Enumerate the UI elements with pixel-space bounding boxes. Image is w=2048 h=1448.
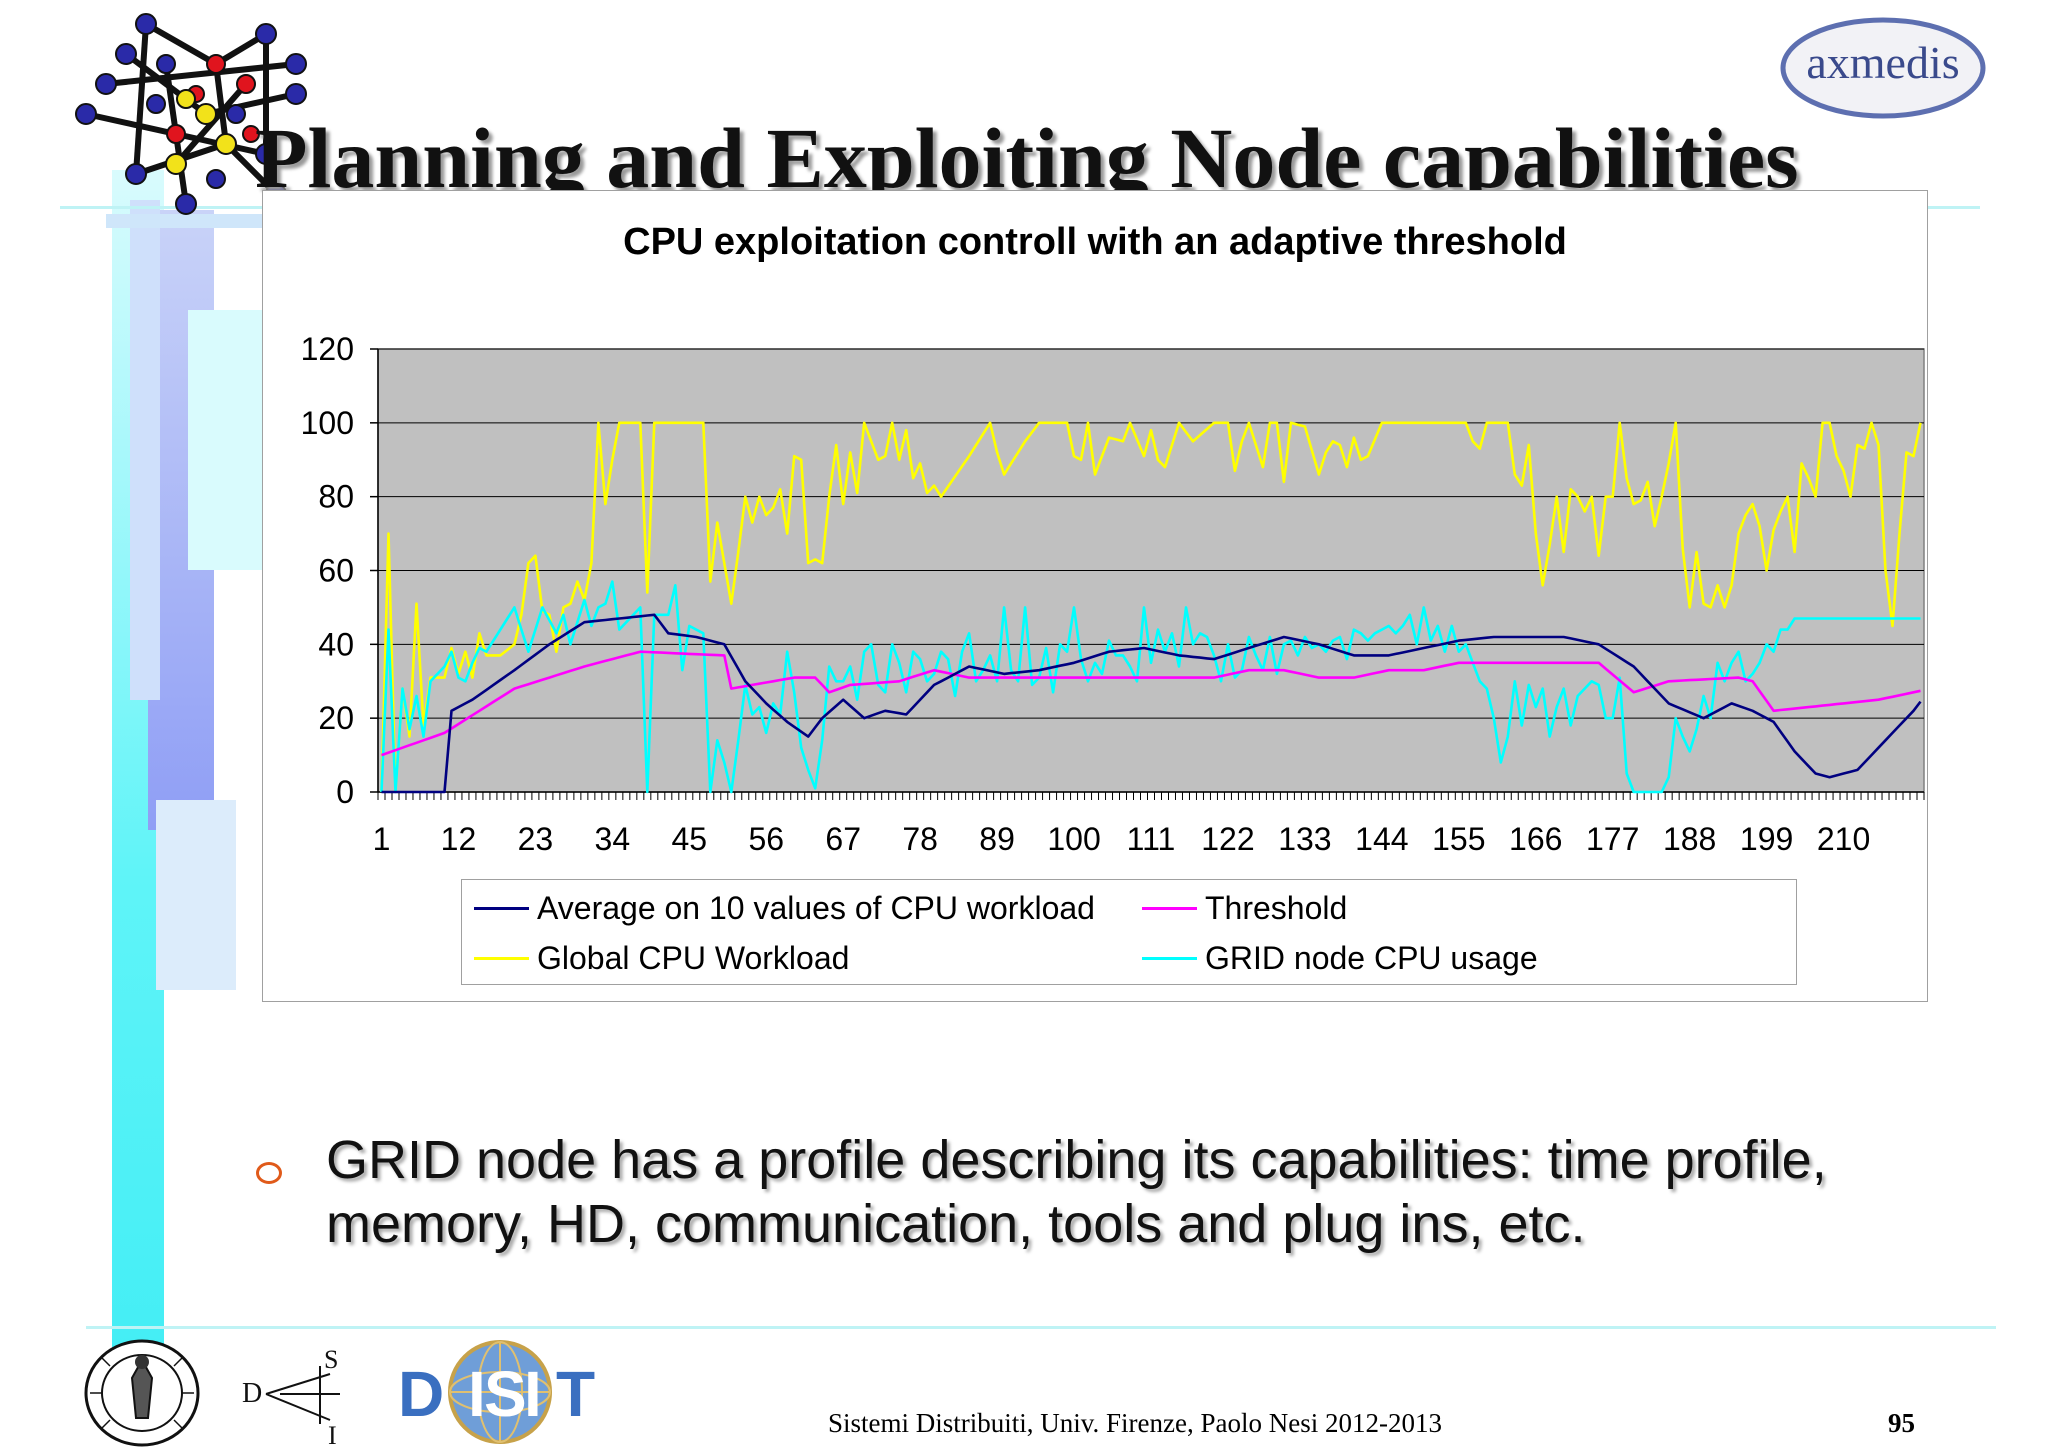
x-tick-label: 133 [1278,821,1331,857]
chart-legend: Average on 10 values of CPU workload Thr… [461,879,1797,985]
legend-swatch-global [474,957,529,960]
y-tick-label: 0 [336,774,354,810]
disit-logo-letter-t: T [556,1358,595,1430]
x-tick-label: 155 [1432,821,1485,857]
legend-label-global: Global CPU Workload [537,940,850,976]
chart-title: CPU exploitation controll with an adapti… [623,221,1567,263]
legend-label-average: Average on 10 values of CPU workload [537,890,1095,926]
x-tick-label: 177 [1586,821,1639,857]
y-tick-label: 60 [318,553,354,589]
bullet-text: GRID node has a profile describing its c… [326,1130,1827,1254]
molecule-logo [75,13,307,215]
decor-bar-pale [188,310,264,570]
x-tick-label: 166 [1509,821,1562,857]
x-tick-label: 122 [1201,821,1254,857]
footer-text: Sistemi Distribuiti, Univ. Firenze, Paol… [828,1408,1442,1438]
chart-plot: 0 20 40 60 80 100 120 1 12 23 34 45 56 67 78 89 100 111 12… [301,331,1925,857]
series-global-line [380,421,1922,794]
disit-logo-letter-s: S [484,1358,527,1430]
x-tick-label: 67 [825,821,861,857]
x-tick-label: 45 [672,821,708,857]
x-tick-label: 188 [1663,821,1716,857]
x-tick-label: 100 [1047,821,1100,857]
disit-logo: D I S I T [398,1340,595,1444]
series-threshold-line [381,650,1921,757]
x-tick-label: 111 [1127,821,1176,857]
bullet-icon [256,1162,282,1184]
x-tick-label: 23 [518,821,554,857]
y-tick-label: 20 [318,700,354,736]
legend-item-average: Average on 10 values of CPU workload [474,890,1095,927]
x-tick-label: 56 [748,821,784,857]
legend-item-grid-node: GRID node CPU usage [1142,940,1538,977]
dsi-logo: D S I [242,1345,340,1448]
x-tick-label: 210 [1817,821,1870,857]
disit-logo-letter-i2: I [524,1358,542,1430]
x-tick-label: 144 [1355,821,1408,857]
x-tick-label: 89 [979,821,1015,857]
series-grid-node-line [380,580,1921,794]
university-seal-icon [84,1339,200,1447]
legend-swatch-threshold [1142,907,1197,910]
legend-item-threshold: Threshold [1142,890,1347,927]
y-tick-label: 80 [318,479,354,515]
y-tick-label: 100 [301,405,354,441]
legend-label-grid-node: GRID node CPU usage [1205,940,1538,976]
dsi-logo-letter-d: D [242,1378,262,1409]
y-tick-label: 40 [318,626,354,662]
legend-swatch-grid-node [1142,957,1197,960]
disit-logo-letter-i: I [468,1358,486,1430]
legend-item-global: Global CPU Workload [474,940,849,977]
dsi-logo-letter-s: S [324,1345,338,1374]
axmedis-logo-text: axmedis [1806,37,1959,88]
decor-bar-light-blue [130,200,160,700]
x-tick-label: 34 [595,821,631,857]
dsi-logo-letter-i: I [328,1421,337,1448]
chart-container: CPU exploitation controll with an adapti… [262,190,1928,1002]
axmedis-logo: axmedis [1780,17,1986,119]
footer-rule [86,1326,1996,1329]
disit-logo-letter-d: D [398,1358,444,1430]
legend-label-threshold: Threshold [1205,890,1348,926]
page-number: 95 [1888,1408,1915,1438]
y-tick-label: 120 [301,331,354,367]
decor-bar-top [106,214,266,228]
legend-swatch-average [474,907,529,910]
x-tick-label: 12 [441,821,477,857]
x-tick-label: 199 [1740,821,1793,857]
decor-bar-pale-2 [156,800,236,990]
x-tick-label: 1 [373,821,391,857]
series-average-line [381,613,1922,794]
x-tick-label: 78 [902,821,938,857]
